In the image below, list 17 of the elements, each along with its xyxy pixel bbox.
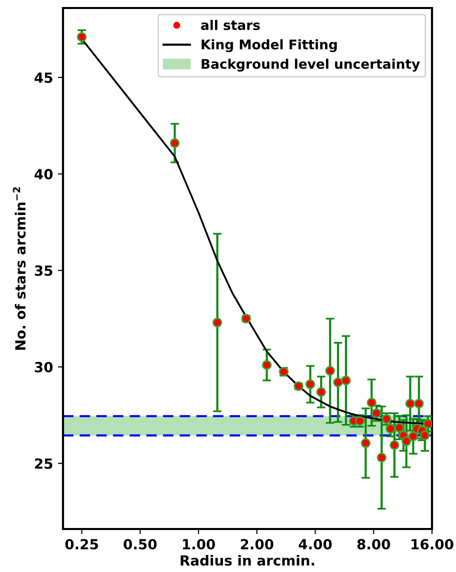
- x-tick-label: 4.00: [298, 538, 332, 550]
- legend-label: all stars: [201, 20, 260, 30]
- x-tick-label: 2.00: [240, 538, 274, 550]
- x-axis-title: Radius in arcmin.: [180, 554, 314, 566]
- y-tick-label: 40: [34, 168, 53, 180]
- y-tick-label: 25: [35, 458, 52, 469]
- y-tick-label: 35: [34, 265, 52, 276]
- y-axis-title: No. of stars arcmin$^{−2}$: [12, 187, 26, 350]
- x-tick-label: 0.25: [65, 538, 98, 550]
- x-tick-label: 16.00: [412, 538, 454, 550]
- y-tick-label: 30: [34, 362, 53, 372]
- x-tick-label: 0.50: [124, 538, 157, 550]
- legend-label: Background level uncertainty: [202, 58, 420, 72]
- y-tick-label: 45: [34, 72, 52, 83]
- x-tick-label: 1.00: [182, 538, 215, 550]
- x-tick-label: 8.00: [357, 538, 390, 550]
- legend-label: King Model Fitting: [202, 39, 337, 52]
